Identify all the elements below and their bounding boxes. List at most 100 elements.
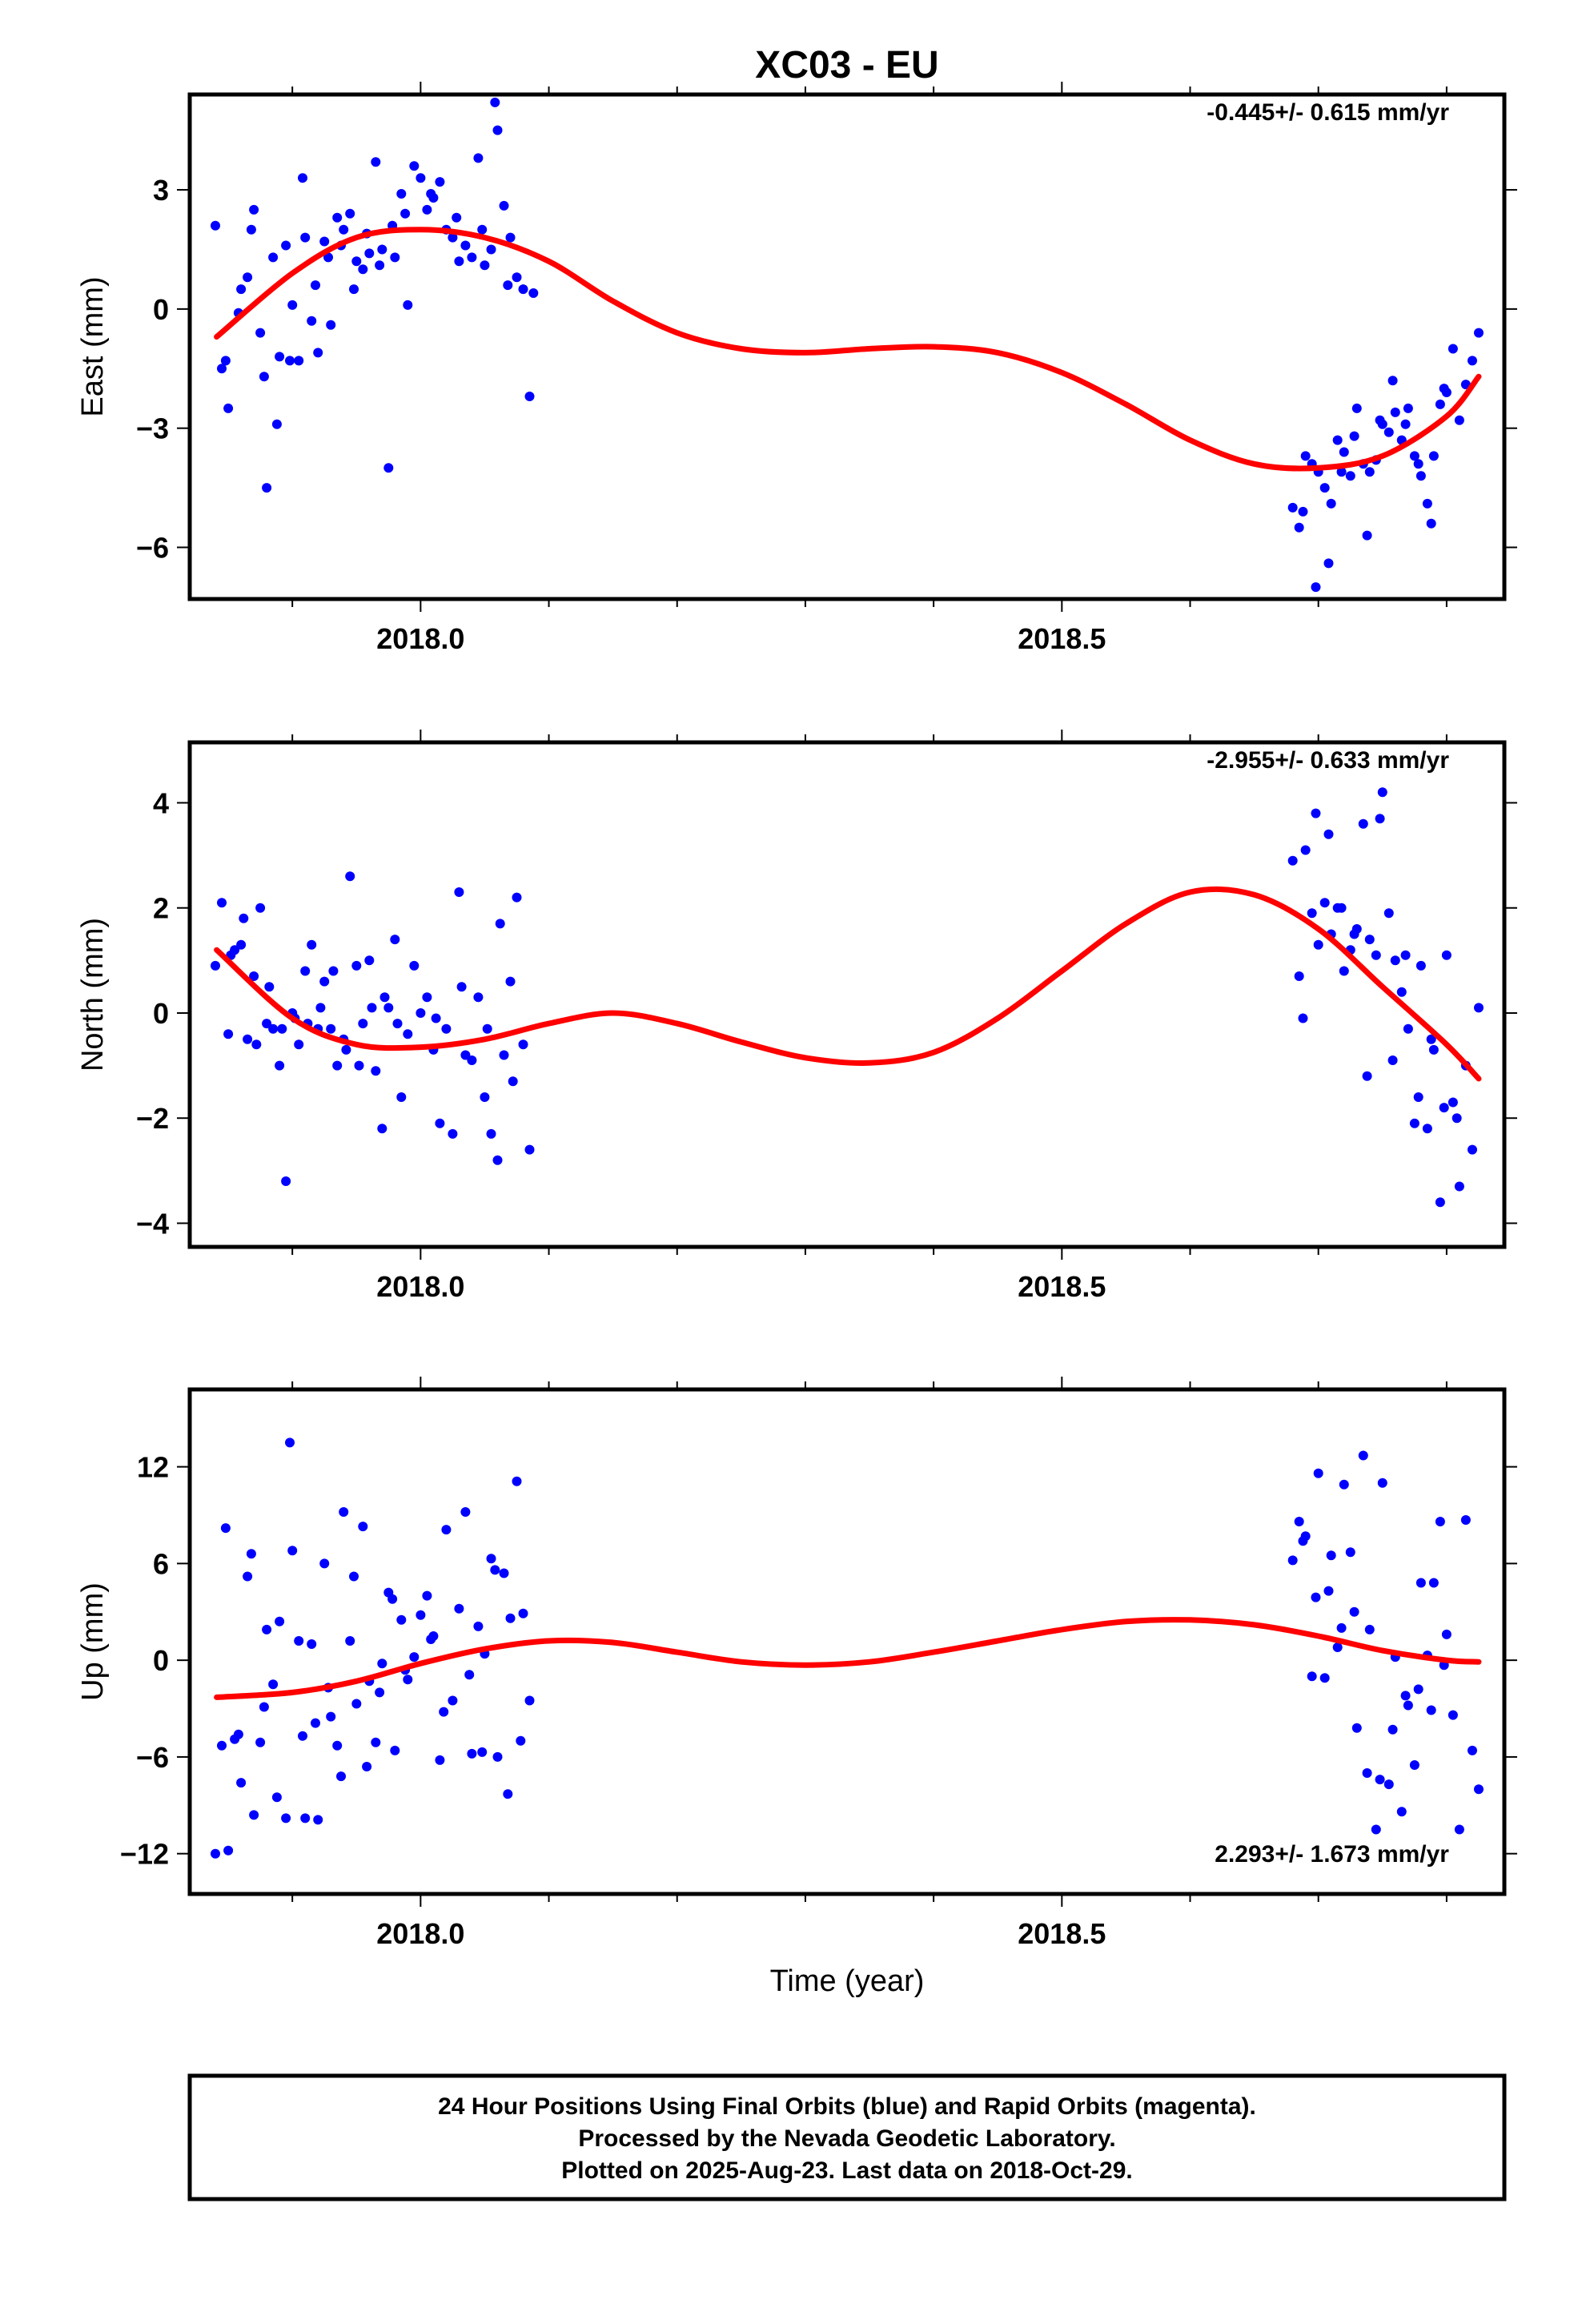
- data-point: [298, 1731, 307, 1741]
- x-tick-label: 2018.0: [376, 1917, 464, 1950]
- data-point: [1339, 1479, 1349, 1490]
- data-point: [454, 1603, 464, 1614]
- fit-line: [214, 886, 1482, 1082]
- data-point: [358, 1019, 368, 1029]
- rate-label: -0.445+/- 0.615 mm/yr: [1207, 99, 1449, 126]
- data-point: [1390, 407, 1400, 417]
- data-point: [448, 232, 458, 243]
- data-point: [1409, 451, 1419, 461]
- data-point: [1313, 939, 1323, 950]
- footer-line-3: Plotted on 2025-Aug-23. Last data on 201…: [561, 2157, 1133, 2184]
- data-point: [448, 1128, 458, 1139]
- data-point: [1298, 1013, 1308, 1023]
- data-point: [275, 1060, 285, 1071]
- data-point: [311, 280, 320, 291]
- data-point: [307, 1639, 317, 1649]
- data-point: [319, 1558, 330, 1569]
- data-point: [383, 463, 394, 473]
- data-point: [1323, 829, 1334, 839]
- data-point: [239, 913, 249, 923]
- data-point: [435, 1118, 445, 1128]
- data-point: [416, 1610, 426, 1620]
- footer-line-1: 24 Hour Positions Using Final Orbits (bl…: [438, 2093, 1256, 2120]
- data-point: [246, 224, 256, 235]
- data-point: [259, 372, 269, 382]
- data-point: [1441, 950, 1452, 960]
- data-point: [1415, 1578, 1426, 1588]
- data-point: [367, 1003, 377, 1013]
- data-point: [294, 1039, 304, 1050]
- data-point: [390, 252, 400, 263]
- y-tick-label: 12: [137, 1451, 169, 1484]
- data-point: [287, 1546, 298, 1556]
- data-point: [473, 153, 484, 163]
- data-point: [349, 284, 359, 295]
- data-point: [332, 1060, 343, 1071]
- data-point: [460, 1050, 471, 1060]
- data-point: [499, 200, 509, 211]
- data-point: [495, 919, 505, 929]
- footer-frame: [187, 2073, 1507, 2201]
- x-tick-label: 2018.0: [376, 1270, 464, 1303]
- data-point: [249, 971, 259, 981]
- data-point: [435, 1755, 445, 1765]
- data-point: [268, 1679, 279, 1690]
- data-point: [1326, 1550, 1336, 1561]
- data-point: [1390, 955, 1400, 966]
- data-point: [300, 1813, 311, 1823]
- data-point: [482, 1023, 492, 1034]
- data-point: [277, 1023, 287, 1034]
- data-point: [1298, 1536, 1308, 1546]
- data-point: [1409, 1760, 1419, 1770]
- data-point: [313, 348, 323, 358]
- data-point: [409, 161, 420, 171]
- data-point: [1454, 415, 1464, 425]
- data-point: [1400, 1691, 1411, 1701]
- data-point: [409, 960, 420, 971]
- data-point: [383, 1003, 394, 1013]
- data-point: [268, 252, 279, 263]
- data-point: [307, 939, 317, 950]
- data-point: [1400, 950, 1411, 960]
- data-point: [473, 992, 484, 1003]
- data-point: [371, 157, 381, 167]
- data-point: [1468, 1144, 1477, 1155]
- data-point: [456, 982, 467, 992]
- data-point: [1439, 1103, 1449, 1113]
- fit-line: [214, 1617, 1482, 1700]
- data-point: [499, 1568, 509, 1578]
- data-point: [294, 1636, 304, 1646]
- data-point: [512, 1476, 522, 1486]
- data-point: [211, 1848, 220, 1859]
- data-point: [271, 419, 282, 429]
- data-point: [362, 1762, 372, 1771]
- data-point: [287, 300, 298, 310]
- data-point: [332, 212, 343, 223]
- data-point: [1435, 1517, 1445, 1526]
- y-tick-label: −4: [136, 1207, 169, 1240]
- data-point: [460, 1507, 471, 1517]
- data-point: [454, 256, 464, 267]
- data-point: [243, 272, 253, 283]
- data-point: [486, 1554, 496, 1564]
- data-point: [387, 1594, 398, 1604]
- data-point: [223, 1029, 234, 1039]
- data-point: [341, 1044, 351, 1055]
- data-point: [307, 316, 317, 326]
- data-point: [339, 224, 349, 235]
- data-point: [354, 1060, 364, 1071]
- y-tick-label: 2: [153, 892, 169, 925]
- data-point: [486, 1128, 496, 1139]
- north-frame: [187, 740, 1507, 1249]
- data-point: [236, 284, 247, 295]
- data-point: [1447, 1710, 1458, 1720]
- data-point: [319, 236, 330, 247]
- data-point: [1323, 558, 1334, 569]
- data-point: [403, 1675, 413, 1685]
- data-point: [243, 1571, 253, 1582]
- data-point: [249, 204, 259, 215]
- data-point: [508, 1076, 518, 1087]
- data-point: [323, 252, 333, 263]
- data-point: [300, 966, 311, 976]
- data-point: [243, 1034, 253, 1044]
